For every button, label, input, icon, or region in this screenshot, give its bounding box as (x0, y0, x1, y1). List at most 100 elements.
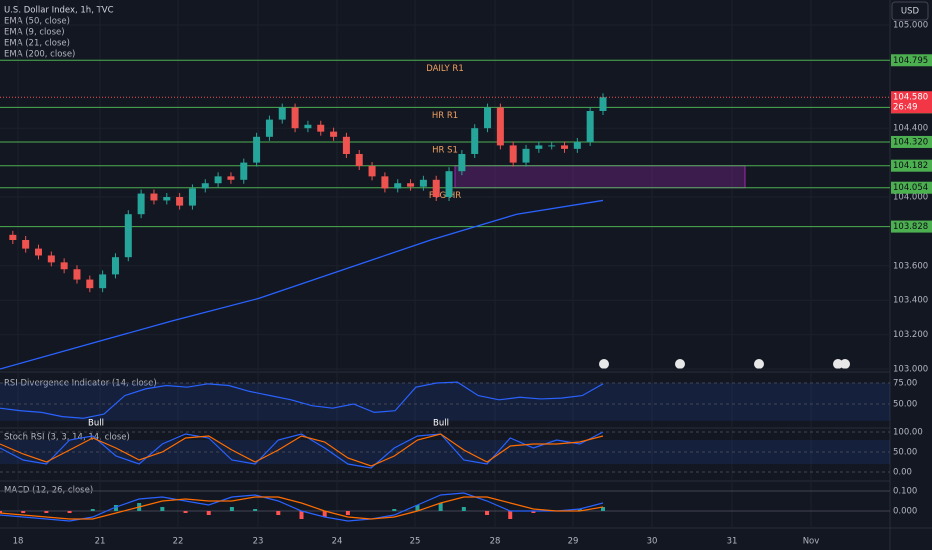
candle (188, 188, 196, 206)
candle (304, 124, 312, 129)
time-tick-label: 21 (95, 537, 106, 547)
candle (265, 119, 273, 137)
price-tick-label: 103.200 (893, 330, 928, 340)
ema200-line (0, 199, 604, 370)
candle (407, 183, 415, 187)
macd-histogram (299, 511, 304, 519)
candle (240, 162, 248, 180)
level-label: 104.795 (893, 56, 928, 66)
indicator: EMA (200, close) (4, 50, 75, 60)
level-name: HR R1 (432, 111, 458, 121)
candle (34, 248, 42, 256)
indicator-tick-label: 50.00 (893, 400, 917, 410)
macd-histogram (508, 511, 513, 519)
candle (330, 131, 338, 137)
stoch-k-line (0, 431, 604, 469)
price-tick-label: 103.000 (893, 365, 928, 375)
candle (150, 193, 158, 201)
candle (471, 128, 479, 154)
candle (496, 107, 504, 146)
level-name: DAILY R1 (426, 64, 464, 74)
candle (73, 269, 81, 280)
macd-histogram (461, 507, 466, 511)
macd-histogram (601, 507, 605, 511)
macd-histogram (531, 511, 536, 513)
candle (9, 234, 17, 240)
macd-histogram (44, 511, 49, 513)
candle (573, 141, 581, 149)
candle (561, 145, 569, 149)
annotation: Bull (433, 419, 449, 429)
candle (342, 136, 350, 154)
time-tick-label: 30 (647, 537, 658, 547)
time-tick-label: 25 (410, 537, 421, 547)
candle (509, 145, 517, 163)
level-label: 104.054 (893, 183, 928, 193)
candle (381, 176, 389, 189)
current-price-label: 104.580 (893, 93, 928, 103)
candle (214, 176, 222, 184)
level-name: FVG HR (429, 191, 461, 201)
level-tag (891, 181, 932, 194)
level-tag (891, 135, 932, 148)
rsi-line (0, 381, 604, 419)
candle (599, 97, 607, 111)
event-icon[interactable] (840, 359, 850, 369)
candle (176, 197, 184, 206)
macd-histogram (21, 511, 26, 513)
indicator: EMA (50, close) (4, 17, 70, 27)
candle (201, 183, 209, 189)
candle (445, 171, 453, 197)
price-tick-label: 104.000 (893, 193, 928, 203)
annotation: Bull (88, 419, 104, 429)
candle (535, 145, 543, 149)
candle (291, 107, 299, 129)
stoch-d-line (0, 433, 604, 467)
event-icon[interactable] (599, 359, 609, 369)
macd-histogram (345, 511, 350, 515)
candle (394, 183, 402, 189)
indicator-tick-label: 50.00 (893, 448, 917, 458)
macd-histogram (276, 511, 281, 515)
rsi-band (0, 383, 890, 421)
macd-histogram (90, 509, 95, 511)
currency-button[interactable] (891, 1, 929, 21)
candle (317, 124, 325, 132)
macd-line (0, 492, 604, 522)
level-tag (891, 54, 932, 67)
candle (586, 111, 594, 142)
currency: USD (901, 7, 920, 17)
macd-histogram (0, 511, 2, 513)
stoch-title: Stoch RSI (3, 3, 14, 14, close) (4, 433, 130, 443)
candle (124, 214, 132, 258)
macd-histogram (160, 507, 165, 511)
candle (484, 107, 492, 129)
level-label: 104.182 (893, 161, 928, 171)
macd-histogram (322, 511, 327, 517)
indicator-tick-label: 0.00 (893, 468, 912, 478)
signal-line (0, 496, 604, 520)
symbol-title: U.S. Dollar Index, 1h, TVC (4, 6, 114, 16)
candle (278, 107, 286, 120)
event-icon[interactable] (675, 359, 685, 369)
macd-histogram (183, 511, 188, 513)
candle (99, 274, 107, 289)
candle (22, 240, 30, 249)
candle (253, 136, 261, 163)
candle (355, 154, 363, 167)
time-tick-label: 31 (727, 537, 738, 547)
level-tag (891, 220, 932, 233)
macd-histogram (485, 511, 490, 515)
indicator-tick-label: 0.100 (893, 487, 917, 497)
level-label: 104.320 (893, 137, 928, 147)
time-tick-label: 29 (568, 537, 579, 547)
candle (368, 166, 376, 177)
fvg-zone (454, 165, 746, 189)
event-icon[interactable] (754, 359, 764, 369)
indicator-tick-label: 0.000 (893, 507, 917, 517)
candle (432, 179, 440, 197)
candle (548, 145, 556, 147)
event-icon[interactable] (833, 359, 843, 369)
